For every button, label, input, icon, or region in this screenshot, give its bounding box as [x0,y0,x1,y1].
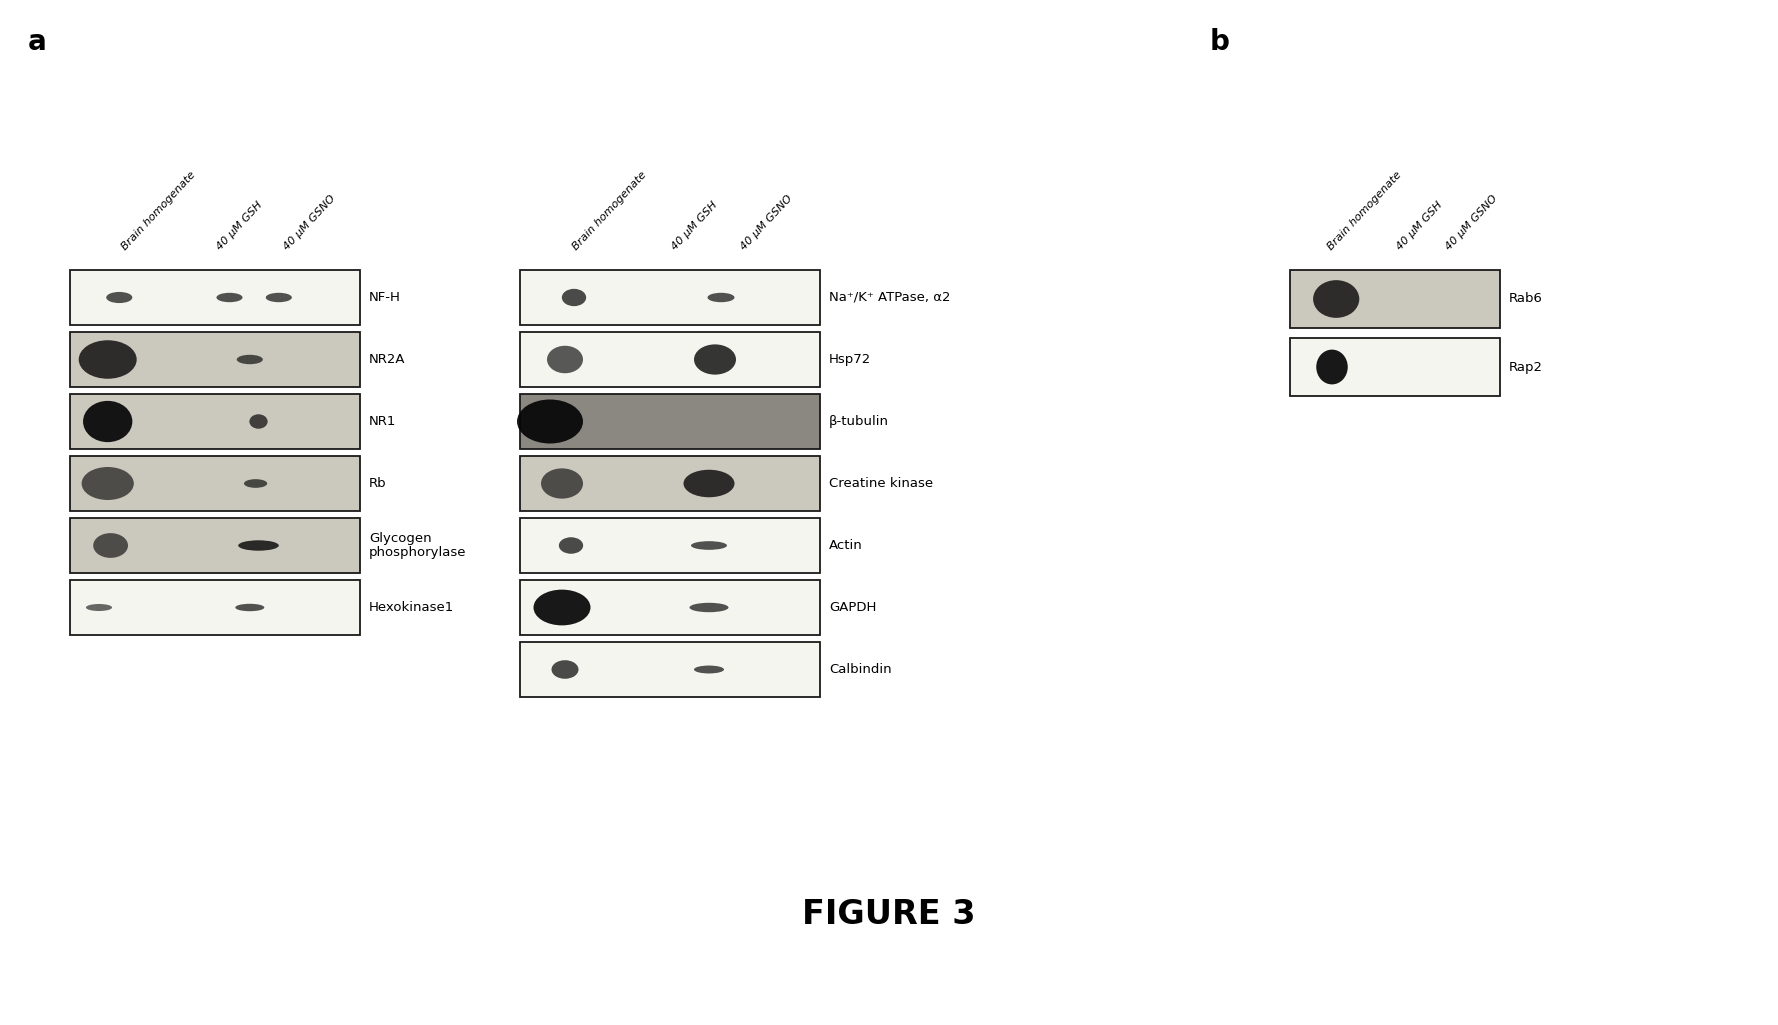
Ellipse shape [558,537,583,554]
Ellipse shape [84,401,132,442]
Bar [519,456,820,511]
Text: Hexokinase1: Hexokinase1 [370,601,453,614]
Ellipse shape [236,355,263,364]
Text: Brain homogenate: Brain homogenate [1326,170,1403,252]
Text: NR1: NR1 [370,415,396,428]
Bar [519,642,820,697]
Text: NR2A: NR2A [370,353,405,366]
Ellipse shape [693,344,736,374]
Text: Calbindin: Calbindin [829,663,891,677]
Text: NF-H: NF-H [370,291,400,304]
Text: Brain homogenate: Brain homogenate [119,170,197,252]
Text: a: a [28,28,46,56]
Bar [69,456,359,511]
Ellipse shape [708,293,734,302]
Bar [519,580,820,636]
Text: 40 μM GSNO: 40 μM GSNO [281,194,338,252]
Bar [69,394,359,449]
Ellipse shape [1316,350,1348,384]
Text: 40 μM GSH: 40 μM GSH [1396,200,1446,252]
Bar [69,580,359,636]
Text: Brain homogenate: Brain homogenate [571,170,649,252]
Ellipse shape [562,289,587,306]
Ellipse shape [92,533,128,558]
Text: Rb: Rb [370,477,386,490]
Bar [1291,338,1501,396]
Ellipse shape [235,604,265,611]
Ellipse shape [78,340,137,379]
Text: 40 μM GSNO: 40 μM GSNO [1444,194,1499,252]
Ellipse shape [265,293,292,302]
Ellipse shape [249,414,268,428]
Text: Na⁺/K⁺ ATPase, α2: Na⁺/K⁺ ATPase, α2 [829,291,951,304]
Text: Actin: Actin [829,539,862,552]
Text: 40 μM GSH: 40 μM GSH [215,200,265,252]
Ellipse shape [693,665,724,673]
Text: Rab6: Rab6 [1510,292,1543,305]
Text: Rap2: Rap2 [1510,361,1543,373]
Text: Creatine kinase: Creatine kinase [829,477,933,490]
Bar [519,332,820,387]
Ellipse shape [244,479,267,488]
Bar [519,394,820,449]
Ellipse shape [541,468,583,498]
Ellipse shape [533,589,590,625]
Ellipse shape [690,603,729,612]
Ellipse shape [238,540,279,550]
Ellipse shape [1314,280,1360,318]
Ellipse shape [82,467,133,500]
Text: β-tubulin: β-tubulin [829,415,889,428]
Text: 40 μM GSH: 40 μM GSH [670,200,720,252]
Ellipse shape [692,541,727,549]
Ellipse shape [548,345,583,373]
Ellipse shape [217,293,242,302]
Text: 40 μM GSNO: 40 μM GSNO [740,194,795,252]
Text: b: b [1211,28,1230,56]
Text: GAPDH: GAPDH [829,601,877,614]
Text: FIGURE 3: FIGURE 3 [802,899,976,932]
Bar [519,270,820,325]
Ellipse shape [517,400,583,444]
Bar [519,518,820,573]
Ellipse shape [683,469,734,497]
Bar [69,270,359,325]
Ellipse shape [107,292,132,303]
Bar [69,332,359,387]
Bar [1291,270,1501,328]
Text: Glycogen
phosphorylase: Glycogen phosphorylase [370,532,466,560]
Ellipse shape [85,604,112,611]
Ellipse shape [551,660,578,679]
Text: Hsp72: Hsp72 [829,353,871,366]
Bar [69,518,359,573]
